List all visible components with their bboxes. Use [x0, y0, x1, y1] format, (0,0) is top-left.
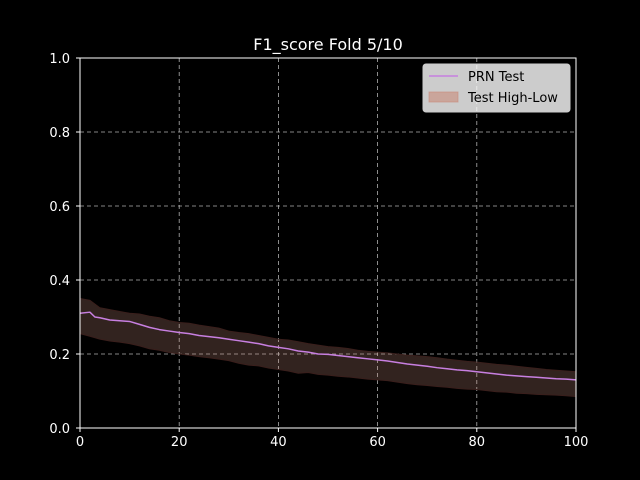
axis-ticks: 0 20 40 60 80 100 0.0 0.2 0.4 0.6 0.8 1.0	[49, 52, 588, 450]
chart-title: F1_score Fold 5/10	[253, 35, 403, 55]
x-tick-label: 60	[369, 435, 386, 450]
x-tick-label: 40	[270, 435, 287, 450]
legend-band-swatch	[428, 91, 459, 103]
legend: PRN Test Test High-Low	[422, 63, 571, 113]
legend-label-test-high-low: Test High-Low	[467, 91, 558, 106]
x-tick-label: 20	[171, 435, 188, 450]
prn-test-line-layer	[79, 311, 577, 381]
y-tick-label: 0.8	[49, 126, 70, 141]
y-tick-label: 0.0	[49, 422, 70, 437]
legend-box	[422, 63, 571, 113]
prn-test-line	[79, 311, 577, 381]
x-tick-label: 100	[564, 435, 589, 450]
x-tick-label: 80	[469, 435, 486, 450]
y-tick-label: 0.2	[49, 348, 70, 363]
y-tick-label: 0.4	[49, 274, 70, 289]
y-tick-label: 1.0	[49, 52, 70, 67]
plot-frame	[79, 57, 577, 429]
x-tick-label: 0	[76, 435, 84, 450]
y-tick-label: 0.6	[49, 200, 70, 215]
legend-label-prn-test: PRN Test	[468, 70, 524, 85]
